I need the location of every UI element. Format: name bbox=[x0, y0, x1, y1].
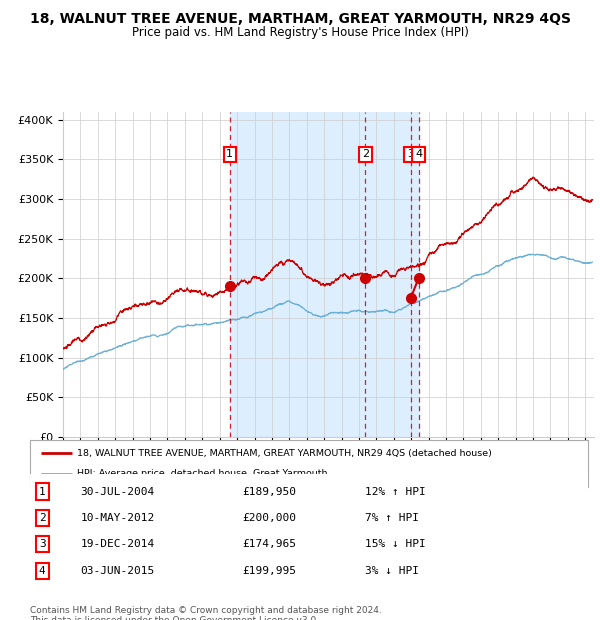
Text: 2: 2 bbox=[39, 513, 46, 523]
Text: 18, WALNUT TREE AVENUE, MARTHAM, GREAT YARMOUTH, NR29 4QS: 18, WALNUT TREE AVENUE, MARTHAM, GREAT Y… bbox=[29, 12, 571, 27]
Text: 12% ↑ HPI: 12% ↑ HPI bbox=[365, 487, 425, 497]
Text: This data is licensed under the Open Government Licence v3.0.: This data is licensed under the Open Gov… bbox=[30, 616, 319, 620]
Text: 4: 4 bbox=[415, 149, 422, 159]
Text: 10-MAY-2012: 10-MAY-2012 bbox=[80, 513, 154, 523]
Text: 18, WALNUT TREE AVENUE, MARTHAM, GREAT YARMOUTH, NR29 4QS (detached house): 18, WALNUT TREE AVENUE, MARTHAM, GREAT Y… bbox=[77, 449, 493, 458]
Text: 30-JUL-2004: 30-JUL-2004 bbox=[80, 487, 154, 497]
Text: Price paid vs. HM Land Registry's House Price Index (HPI): Price paid vs. HM Land Registry's House … bbox=[131, 26, 469, 39]
Text: £174,965: £174,965 bbox=[242, 539, 296, 549]
Text: 03-JUN-2015: 03-JUN-2015 bbox=[80, 565, 154, 575]
Text: 19-DEC-2014: 19-DEC-2014 bbox=[80, 539, 154, 549]
Text: 3% ↓ HPI: 3% ↓ HPI bbox=[365, 565, 419, 575]
Text: 7% ↑ HPI: 7% ↑ HPI bbox=[365, 513, 419, 523]
Text: £199,995: £199,995 bbox=[242, 565, 296, 575]
Text: 2: 2 bbox=[362, 149, 369, 159]
Text: Contains HM Land Registry data © Crown copyright and database right 2024.: Contains HM Land Registry data © Crown c… bbox=[30, 606, 382, 616]
Text: 1: 1 bbox=[226, 149, 233, 159]
Bar bbox=[230, 112, 419, 437]
Text: 4: 4 bbox=[39, 565, 46, 575]
Text: £189,950: £189,950 bbox=[242, 487, 296, 497]
Text: 15% ↓ HPI: 15% ↓ HPI bbox=[365, 539, 425, 549]
Text: £200,000: £200,000 bbox=[242, 513, 296, 523]
Text: HPI: Average price, detached house, Great Yarmouth: HPI: Average price, detached house, Grea… bbox=[77, 469, 328, 478]
Text: 3: 3 bbox=[39, 539, 46, 549]
Text: 1: 1 bbox=[39, 487, 46, 497]
Text: 3: 3 bbox=[407, 149, 414, 159]
